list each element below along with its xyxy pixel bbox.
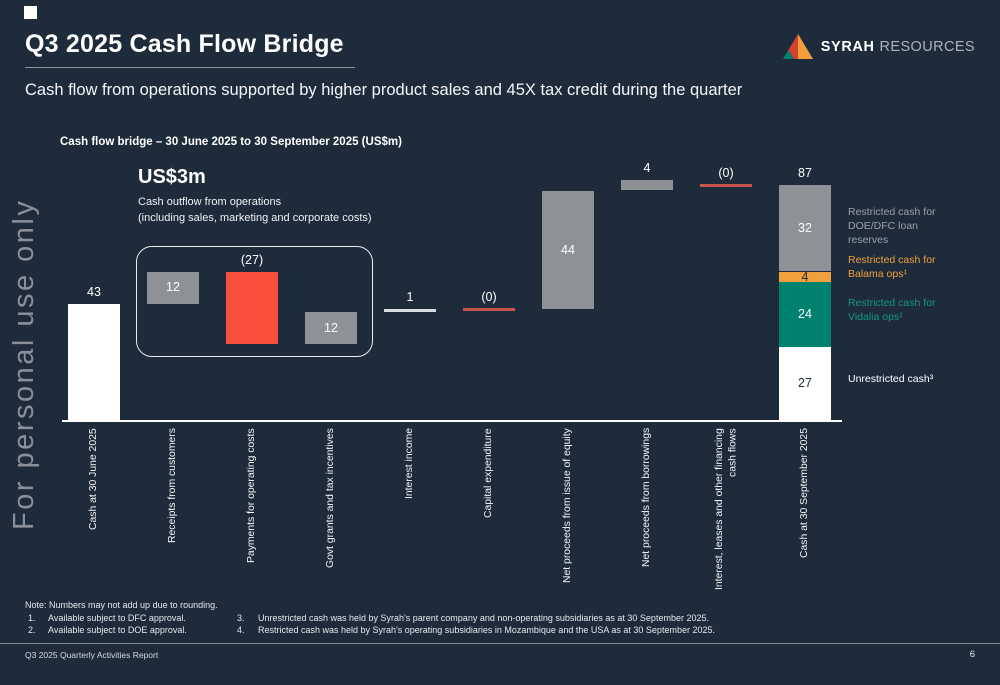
category-label: Net proceeds from borrowings: [641, 428, 653, 568]
bar-value-label: (27): [240, 252, 264, 267]
segment-value-label: 24: [798, 307, 812, 322]
company-logo: SYRAH RESOURCES: [782, 34, 975, 59]
callout-line2: (including sales, marketing and corporat…: [138, 212, 372, 224]
callout-headline: US$3m: [138, 166, 206, 188]
callout-box-outline: [136, 246, 373, 357]
note-text: Available subject to DOE approval.: [48, 625, 187, 635]
segment-value-label: 32: [798, 221, 812, 236]
waterfall-bar: [226, 271, 278, 345]
waterfall-bar: 12: [147, 271, 199, 304]
bar-value-label: 4: [643, 160, 651, 175]
axis-baseline: [62, 420, 842, 422]
brand-suffix: RESOURCES: [879, 38, 975, 55]
bar-value-label: 1: [406, 290, 414, 305]
legend-item: Restricted cash for Vidalia ops²: [848, 297, 936, 323]
page-title: Q3 2025 Cash Flow Bridge: [25, 30, 344, 58]
waterfall-bar: [68, 303, 120, 420]
bar-value-label: 12: [324, 320, 338, 335]
waterfall-bar: 12: [305, 312, 357, 345]
waterfall-bar: [384, 309, 436, 312]
legend-item: Restricted cash for DOE/DFC loan reserve…: [848, 206, 936, 246]
bar-value-label: 87: [798, 166, 812, 181]
chart-title: Cash flow bridge – 30 June 2025 to 30 Se…: [60, 136, 402, 148]
stack-segment: 27: [779, 347, 831, 420]
category-label: Interest, leases and other financing cas…: [713, 428, 739, 590]
category-label: Payments for operating costs: [246, 428, 258, 563]
note-text: Available subject to DFC approval.: [48, 613, 186, 623]
zero-flow-line: [463, 308, 515, 311]
legend-item: Unrestricted cash³: [848, 373, 934, 385]
bar-value-label: 44: [561, 242, 575, 257]
category-label: Cash at 30 June 2025: [88, 428, 100, 530]
note-number: 4.: [237, 625, 245, 635]
category-label: Interest income: [404, 428, 416, 500]
note-text: Unrestricted cash was held by Syrah's pa…: [258, 613, 709, 623]
note-number: 1.: [28, 613, 36, 623]
waterfall-bar: [621, 179, 673, 191]
rounding-note: Note: Numbers may not add up due to roun…: [25, 600, 218, 610]
title-divider: [25, 67, 355, 68]
category-label: Receipts from customers: [167, 428, 179, 543]
stack-segment: 32: [779, 185, 831, 272]
waterfall-bar: 44: [542, 190, 594, 310]
syrah-triangle-logo-icon: [782, 34, 813, 59]
bar-value-label: 12: [166, 280, 180, 295]
callout-line1: Cash outflow from operations: [138, 196, 282, 208]
zero-flow-line: [700, 184, 752, 187]
page-subtitle: Cash flow from operations supported by h…: [25, 81, 743, 99]
corner-square-decoration: [24, 6, 37, 19]
category-label: Cash at 30 September 2025: [799, 428, 811, 558]
brand-name: SYRAH: [820, 38, 875, 55]
category-label: Capital expenditure: [483, 428, 495, 518]
segment-value-label: 27: [798, 376, 812, 391]
category-label: Net proceeds from issue of equity: [562, 428, 574, 583]
page-number: 6: [969, 649, 975, 660]
footer-divider: [0, 643, 1000, 644]
bar-value-label: 43: [87, 284, 101, 299]
stack-segment: 24: [779, 282, 831, 348]
legend-item: Restricted cash for Balama ops¹: [848, 254, 936, 280]
note-number: 3.: [237, 613, 245, 623]
footer-report-title: Q3 2025 Quarterly Activities Report: [25, 650, 159, 660]
category-label: Govt grants and tax incentives: [325, 428, 337, 568]
segment-value-label: 4: [801, 269, 809, 284]
note-text: Restricted cash was held by Syrah's oper…: [258, 625, 715, 635]
stack-segment: 4: [779, 269, 831, 284]
note-number: 2.: [28, 625, 36, 635]
bar-value-label: (0): [718, 166, 734, 181]
bar-value-label: (0): [481, 290, 497, 305]
